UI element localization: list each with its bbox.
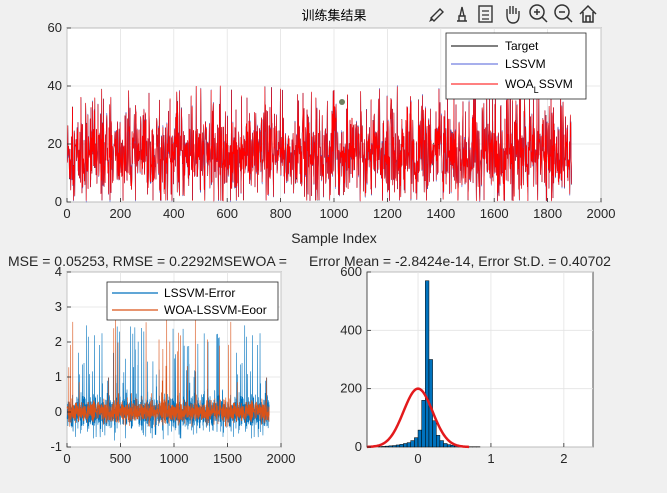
histogram-bar [399, 444, 404, 448]
y-tick-label: 60 [48, 20, 62, 35]
x-tick-label: 500 [110, 451, 132, 466]
x-tick-label: 600 [216, 206, 238, 221]
y-tick-label: 200 [340, 381, 362, 396]
x-tick-label: 2 [560, 451, 567, 466]
histogram-bar [443, 443, 448, 448]
home-icon[interactable] [579, 4, 597, 23]
y-tick-label: 400 [340, 322, 362, 337]
annotation-point [339, 98, 346, 105]
legend-box-1 [445, 32, 587, 100]
legend-label-woa-part: WOA [505, 77, 534, 91]
histogram-bar [432, 420, 437, 448]
x-tick-label: 2000 [267, 451, 296, 466]
histogram-bars [377, 280, 481, 448]
axes-training-result: 0 200 400 600 800 1000 1200 1400 1600 1800 2000 0 20… [48, 8, 616, 246]
x-tick-label: 1600 [480, 206, 509, 221]
legend-label-target: Target [505, 39, 539, 53]
histogram-bar [395, 444, 401, 448]
y-tick-label: 0 [355, 439, 362, 454]
x-tick-label: 1200 [373, 206, 402, 221]
axes-error-histogram: 0 1 2 0 200 400 600 Error Mean = -2.8424e-14, … [309, 253, 611, 466]
legend-2[interactable]: LSSVM-Error WOA-LSSVM-Eoor [106, 281, 279, 321]
legend-label-lssvm-error: LSSVM-Error [164, 286, 235, 300]
histogram-bar [439, 440, 444, 448]
x-tick-label: 1000 [160, 451, 189, 466]
legend-label-woa-error: WOA-LSSVM-Eoor [164, 303, 267, 317]
plot-area-3[interactable] [366, 271, 594, 448]
histogram-bar [446, 444, 452, 448]
y-tick-label: -1 [50, 439, 62, 454]
x-tick-label: 2000 [587, 206, 616, 221]
legend-label-woa-sub: L [534, 85, 539, 95]
legend-icon[interactable] [478, 5, 493, 23]
x-tick-label: 1800 [533, 206, 562, 221]
series-line-woa-error [66, 316, 270, 427]
histogram-bar [392, 445, 397, 448]
legend-label-woa-lssvm: WOALSSVM [505, 77, 573, 95]
y-tick-label: 4 [55, 264, 62, 279]
x-tick-label: 1 [487, 451, 494, 466]
ticks-1: 0 200 400 600 800 1000 1200 1400 1600 1800 2000 0 20… [48, 20, 616, 221]
histogram-bar [436, 435, 441, 448]
histogram-bar [414, 437, 419, 448]
y-tick-label: 3 [55, 299, 62, 314]
normal-fit [366, 387, 470, 449]
legend-1[interactable]: Target LSSVM WOALSSVM [445, 32, 587, 100]
histogram-bar [406, 442, 411, 448]
zoom-out-icon[interactable] [554, 4, 573, 23]
y-tick-label: 20 [48, 136, 62, 151]
y-tick-label: 0 [55, 404, 62, 419]
chart-title-2: MSE = 0.05253, RMSE = 0.2292MSEWOA = [8, 253, 287, 269]
series-lines-2 [66, 316, 270, 441]
histogram-bar [425, 280, 430, 448]
y-tick-label: 0 [55, 194, 62, 209]
legend-label-lssvm: LSSVM [505, 57, 546, 71]
chart-title-1: 训练集结果 [301, 8, 366, 24]
zoom-in-icon[interactable] [529, 4, 548, 23]
data-cursor-icon[interactable] [457, 6, 467, 22]
x-tick-label: 0 [414, 451, 421, 466]
histogram-bar [403, 443, 408, 448]
y-tick-label: 1 [55, 369, 62, 384]
y-tick-label: 40 [48, 78, 62, 93]
x-tick-label: 1000 [320, 206, 349, 221]
legend-box-2 [106, 281, 279, 321]
histogram-bar [421, 400, 426, 448]
x-tick-label: 0 [63, 451, 70, 466]
brush-icon[interactable] [429, 8, 444, 22]
histogram-bar [417, 429, 422, 448]
figure-toolbar [429, 4, 597, 24]
y-tick-label: 600 [340, 264, 362, 279]
x-tick-label: 1400 [426, 206, 455, 221]
chart-title-3: Error Mean = -2.8424e-14, Error St.D. = … [309, 253, 611, 269]
x-tick-label: 400 [163, 206, 185, 221]
ticks-3: 0 1 2 0 200 400 600 [340, 264, 567, 466]
series-lines-1 [66, 85, 572, 203]
x-tick-label: 200 [110, 206, 132, 221]
histogram-bar [381, 446, 386, 448]
x-axis-label-1: Sample Index [291, 230, 377, 246]
x-tick-label: 800 [270, 206, 292, 221]
histogram-bar [384, 445, 390, 448]
series-line-woa-lssvm [66, 85, 572, 202]
y-tick-label: 2 [55, 334, 62, 349]
grid-3 [367, 271, 593, 448]
histogram-bar [388, 445, 393, 448]
normal-fit-curve [366, 387, 470, 449]
histogram-bar [410, 440, 415, 448]
x-tick-label: 0 [63, 206, 70, 221]
legend-label-woa-rest: SSVM [539, 77, 573, 91]
x-tick-label: 1500 [213, 451, 242, 466]
pan-icon[interactable] [506, 6, 520, 24]
